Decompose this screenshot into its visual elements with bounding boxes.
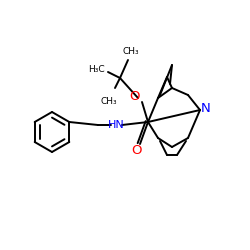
Text: H₃C: H₃C — [88, 66, 104, 74]
Text: O: O — [130, 90, 140, 102]
Text: CH₃: CH₃ — [123, 48, 139, 56]
Text: O: O — [132, 144, 142, 158]
Text: HN: HN — [108, 120, 124, 130]
Text: CH₃: CH₃ — [101, 98, 117, 106]
Text: N: N — [201, 102, 211, 114]
